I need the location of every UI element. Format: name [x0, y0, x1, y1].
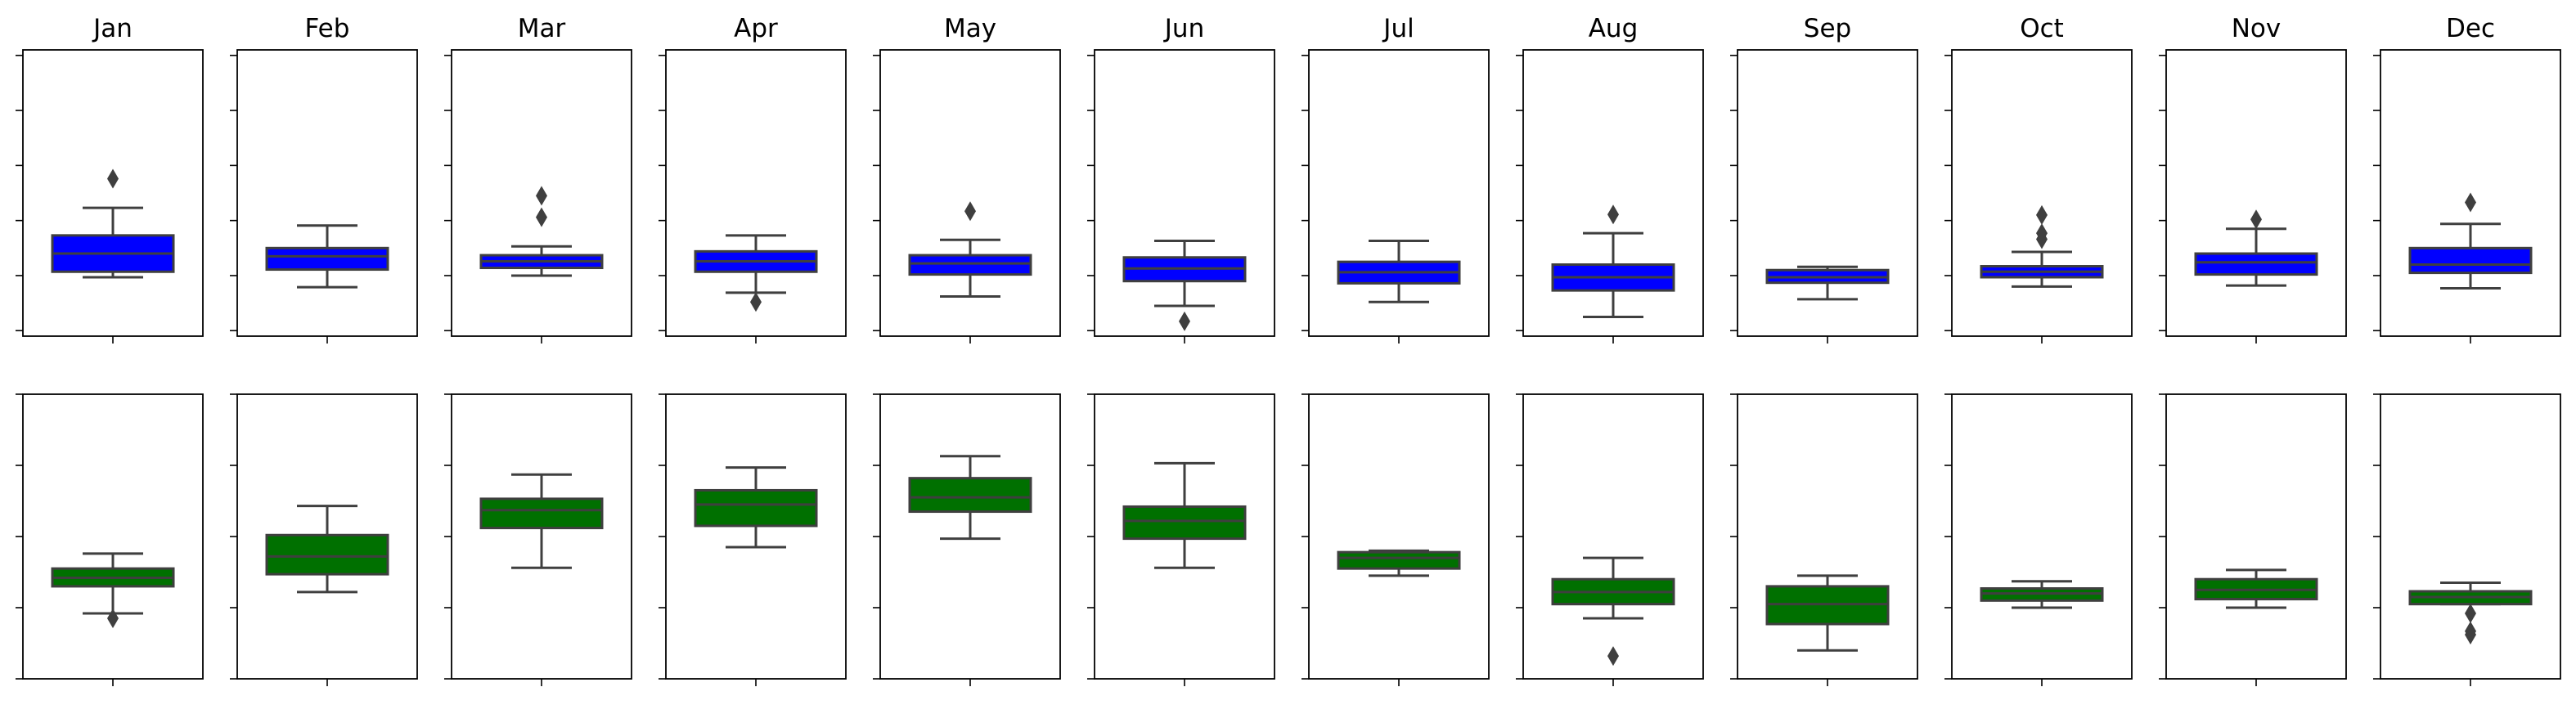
panel-title: Sep: [1804, 14, 1851, 43]
panel-1-dec: Dec: [2373, 14, 2561, 344]
panel-1-sep: Sep: [1730, 14, 1918, 344]
panel-1-apr: Apr: [659, 14, 847, 344]
axes-frame: [879, 49, 1061, 337]
axes-frame: [2380, 49, 2561, 337]
panel-title: Nov: [2232, 14, 2282, 43]
panel-2-jan: [16, 393, 204, 686]
panel-title: Mar: [518, 14, 566, 43]
panel-title: Aug: [1589, 14, 1639, 43]
axes-frame: [1094, 393, 1275, 680]
panel-1-feb: Feb: [230, 14, 418, 344]
panel-1-jun: Jun: [1087, 14, 1275, 344]
axes-frame: [2165, 49, 2347, 337]
panel-1-jan: Jan: [16, 14, 204, 344]
outlier-point: [1607, 646, 1619, 667]
axes-frame: [1094, 49, 1275, 337]
box: [1337, 550, 1461, 570]
box: [2408, 246, 2533, 275]
outlier-point: [964, 201, 976, 222]
outlier-point: [107, 168, 119, 189]
panel-title: Jun: [1163, 14, 1204, 43]
axes-frame: [1522, 393, 1704, 680]
axes-frame: [2165, 393, 2347, 680]
panel-2-may: [873, 393, 1061, 686]
axes-frame: [236, 49, 418, 337]
axes-frame: [451, 393, 632, 680]
panel-2-dec: [2373, 393, 2561, 686]
panel-2-feb: [230, 393, 418, 686]
axes-frame: [665, 393, 847, 680]
axes-frame: [879, 393, 1061, 680]
outlier-point: [536, 207, 547, 227]
axes-frame: [2380, 393, 2561, 680]
panel-1-aug: Aug: [1516, 14, 1704, 344]
axes-frame: [1737, 393, 1918, 680]
outlier-point: [2465, 192, 2476, 213]
box: [2194, 252, 2318, 276]
panel-1-mar: Mar: [444, 14, 632, 344]
axes-frame: [22, 49, 204, 337]
panel-1-jul: Jul: [1301, 14, 1490, 344]
outlier-point: [1607, 204, 1619, 225]
box: [1122, 505, 1247, 541]
outlier-point: [2465, 603, 2476, 623]
panel-title: Jan: [92, 14, 133, 43]
outlier-point: [107, 608, 119, 629]
panel-2-aug: [1516, 393, 1704, 686]
box: [908, 477, 1032, 514]
axes-frame: [1737, 49, 1918, 337]
box: [265, 533, 389, 576]
outlier-point: [750, 292, 762, 312]
panel-1-may: May: [873, 14, 1061, 344]
axes-frame: [1308, 393, 1490, 680]
axes-frame: [665, 49, 847, 337]
panel-title: May: [944, 14, 996, 43]
panel-title: Oct: [2020, 14, 2064, 43]
axes-frame: [1951, 393, 2133, 680]
axes-frame: [1951, 49, 2133, 337]
axes-frame: [22, 393, 204, 680]
axes-frame: [451, 49, 632, 337]
panel-2-apr: [659, 393, 847, 686]
panel-title: Feb: [305, 14, 350, 43]
panel-2-mar: [444, 393, 632, 686]
box: [265, 246, 389, 272]
box: [479, 497, 604, 530]
outlier-point: [2250, 209, 2262, 230]
outlier-point: [1179, 311, 1190, 331]
box: [694, 488, 818, 528]
outlier-point: [536, 186, 547, 206]
outlier-point: [2036, 223, 2048, 244]
panel-1-nov: Nov: [2159, 14, 2347, 344]
panel-title: Dec: [2446, 14, 2495, 43]
panel-2-jul: [1301, 393, 1490, 686]
axes-frame: [1308, 49, 1490, 337]
outlier-point: [2465, 625, 2476, 645]
box: [908, 254, 1032, 276]
panel-1-oct: Oct: [1944, 14, 2133, 344]
panel-2-jun: [1087, 393, 1275, 686]
panel-2-sep: [1730, 393, 1918, 686]
panel-title: Jul: [1382, 14, 1414, 43]
axes-frame: [236, 393, 418, 680]
panel-2-nov: [2159, 393, 2347, 686]
panel-title: Apr: [734, 14, 778, 43]
outlier-point: [2036, 204, 2048, 225]
panel-2-oct: [1944, 393, 2133, 686]
axes-frame: [1522, 49, 1704, 337]
